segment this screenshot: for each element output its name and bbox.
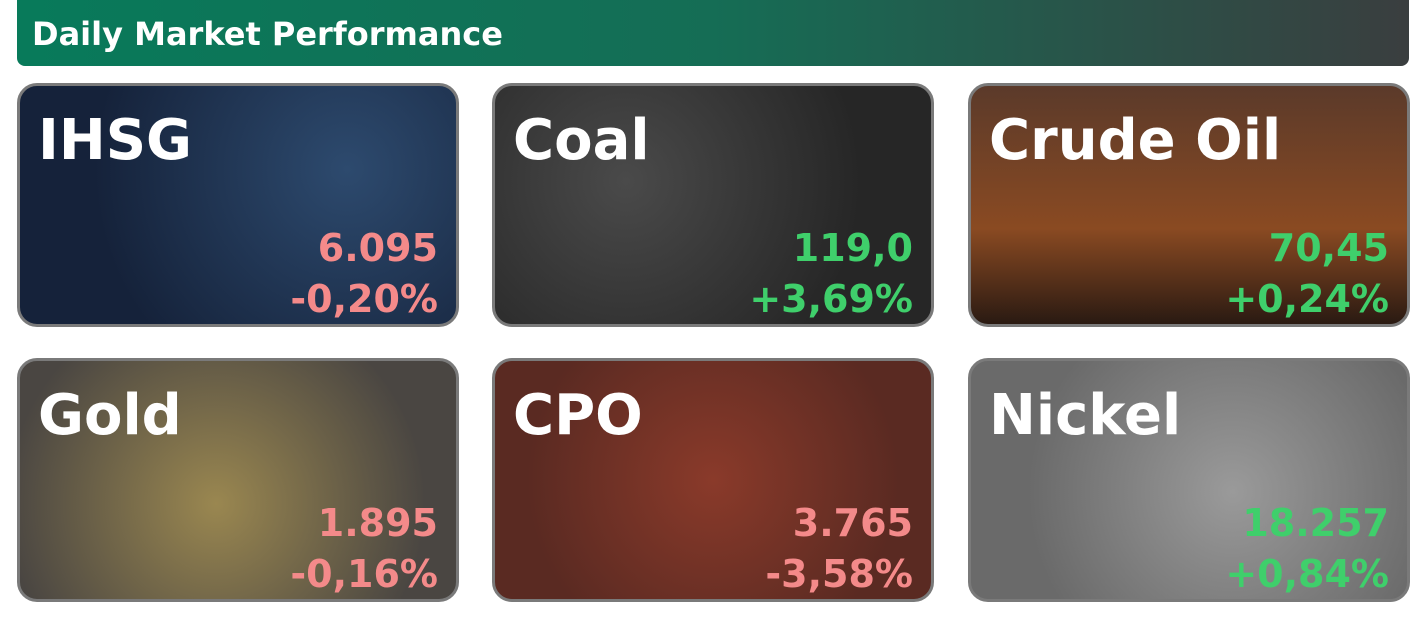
card-change: +0,24% [1225, 277, 1389, 321]
market-card: Crude Oil 70,45 +0,24% [968, 83, 1410, 327]
market-card: CPO 3.765 -3,58% [492, 358, 934, 602]
card-value: 119,0 [792, 226, 913, 270]
card-change: -3,58% [765, 552, 913, 596]
market-card: Gold 1.895 -0,16% [17, 358, 459, 602]
market-card: IHSG 6.095 -0,20% [17, 83, 459, 327]
card-change: +3,69% [749, 277, 913, 321]
card-name: IHSG [38, 108, 192, 173]
card-name: Gold [38, 383, 182, 448]
card-value: 70,45 [1268, 226, 1389, 270]
card-change: -0,20% [290, 277, 438, 321]
card-value: 18.257 [1242, 501, 1389, 545]
card-name: Coal [513, 108, 650, 173]
card-change: -0,16% [290, 552, 438, 596]
card-value: 3.765 [792, 501, 913, 545]
card-name: Crude Oil [989, 108, 1282, 173]
card-value: 1.895 [317, 501, 438, 545]
market-card: Nickel 18.257 +0,84% [968, 358, 1410, 602]
card-name: CPO [513, 383, 643, 448]
card-name: Nickel [989, 383, 1182, 448]
card-change: +0,84% [1225, 552, 1389, 596]
header: Daily Market Performance [17, 0, 1409, 66]
header-title: Daily Market Performance [32, 15, 503, 53]
card-value: 6.095 [317, 226, 438, 270]
market-card: Coal 119,0 +3,69% [492, 83, 934, 327]
